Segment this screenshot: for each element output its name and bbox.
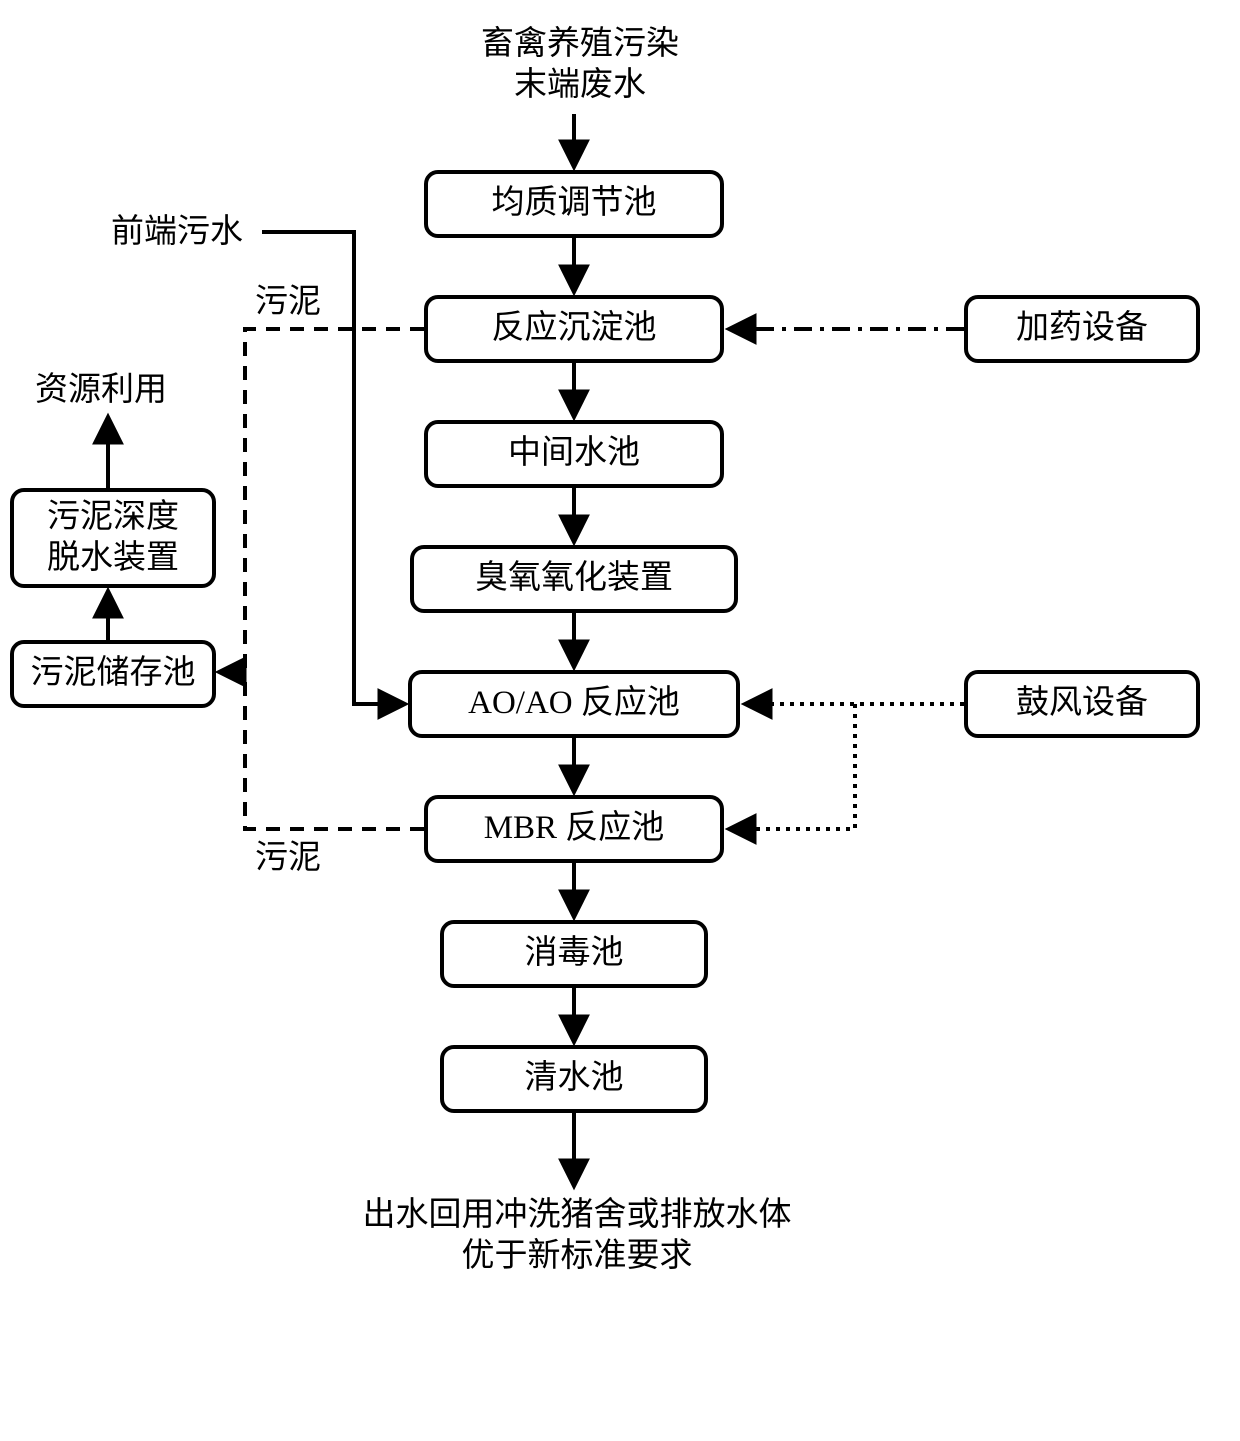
- node-clearwater: 清水池: [440, 1045, 708, 1113]
- front-sewage-label: 前端污水: [100, 212, 254, 253]
- node-reaction-sediment-tank: 反应沉淀池: [424, 295, 724, 363]
- node-ao-ao: AO/AO 反应池: [408, 670, 740, 738]
- node-dosing: 加药设备: [964, 295, 1200, 363]
- node-mbr: MBR 反应池: [424, 795, 724, 863]
- outlet-label: 出水回用冲洗猪舍或排放水体优于新标准要求: [322, 1195, 832, 1278]
- node-disinfect: 消毒池: [440, 920, 708, 988]
- sludge-label-1: 污泥: [248, 282, 328, 323]
- edge-blow-n6: [730, 704, 855, 829]
- resource-label: 资源利用: [24, 370, 178, 411]
- node-intermediate-tank: 中间水池: [424, 420, 724, 488]
- node-ozone-oxidation: 臭氧氧化装置: [410, 545, 738, 613]
- edge-n2-storage: [220, 329, 424, 672]
- node-equalization-tank: 均质调节池: [424, 170, 724, 238]
- node-blower: 鼓风设备: [964, 670, 1200, 738]
- node-sludge-storage: 污泥储存池: [10, 640, 216, 708]
- sludge-label-2: 污泥: [248, 838, 328, 879]
- title-label: 畜禽养殖污染末端废水: [444, 24, 716, 107]
- node-sludge-dewater: 污泥深度脱水装置: [10, 488, 216, 588]
- edge-n6-storage: [245, 672, 424, 829]
